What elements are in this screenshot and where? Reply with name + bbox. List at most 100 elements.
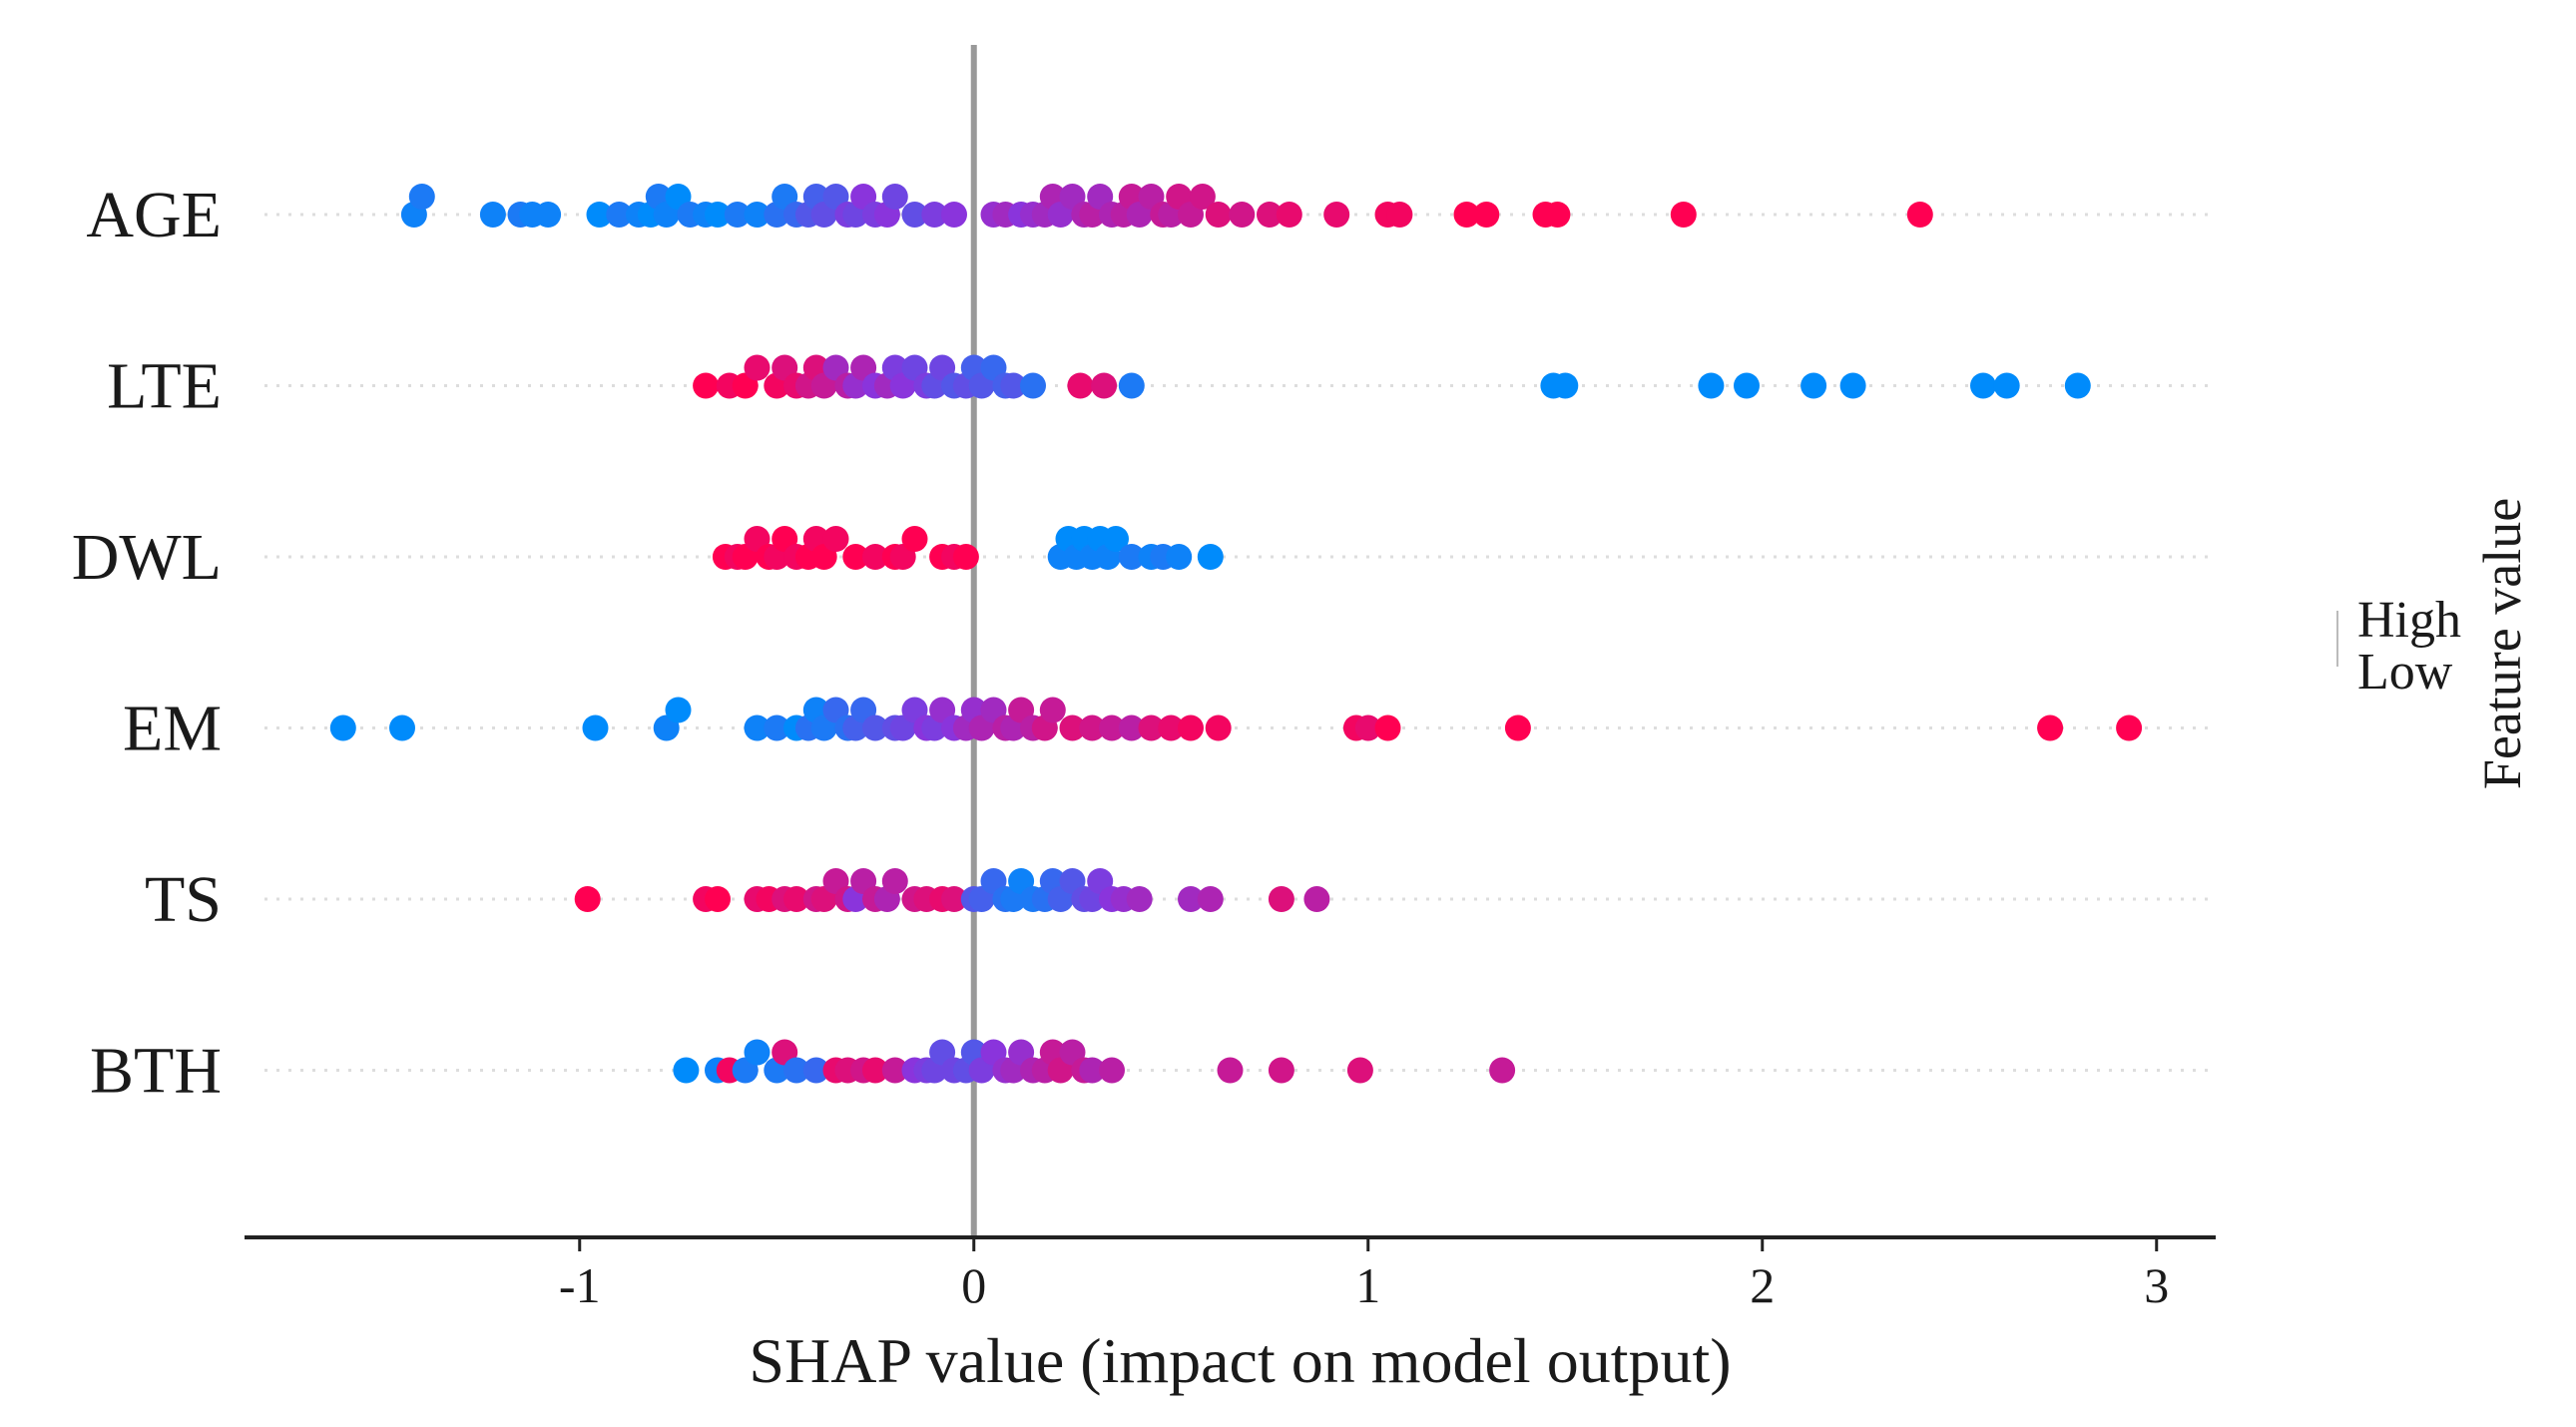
- shap-point-lte: [1801, 372, 1827, 399]
- colorbar-high-label: High: [2357, 592, 2461, 649]
- shap-point-lte: [1839, 372, 1866, 399]
- shap-point-em: [1059, 714, 1086, 741]
- feature-label-em: EM: [123, 693, 222, 765]
- shap-point-ts: [1303, 886, 1330, 912]
- shap-point-ts: [881, 868, 908, 894]
- feature-label-age: AGE: [86, 179, 222, 251]
- shap-point-bth: [881, 1057, 908, 1084]
- shap-point-dwl: [1166, 544, 1193, 570]
- shap-point-age: [1276, 202, 1302, 228]
- shap-point-em: [1504, 714, 1531, 741]
- x-tick-label: 0: [961, 1257, 986, 1313]
- shap-point-age: [535, 202, 562, 228]
- feature-label-lte: LTE: [107, 350, 222, 423]
- x-tick-label: 3: [2144, 1257, 2169, 1313]
- feature-label-ts: TS: [145, 863, 222, 936]
- shap-point-age: [881, 184, 908, 210]
- shap-point-em: [665, 697, 692, 723]
- shap-point-age: [586, 202, 613, 228]
- shap-point-age: [479, 202, 506, 228]
- shap-point-age: [1257, 202, 1283, 228]
- shap-point-age: [941, 202, 967, 228]
- shap-point-em: [1118, 714, 1145, 741]
- shap-point-age: [1453, 202, 1480, 228]
- shap-point-lte: [1734, 372, 1760, 399]
- shap-point-age: [408, 184, 435, 210]
- shap-point-em: [862, 714, 888, 741]
- feature-label-bth: BTH: [90, 1035, 222, 1108]
- shap-point-ts: [1268, 886, 1294, 912]
- shap-point-em: [1138, 714, 1165, 741]
- shap-point-age: [1544, 202, 1571, 228]
- shap-point-age: [901, 202, 928, 228]
- shap-point-bth: [802, 1057, 829, 1084]
- shap-point-ts: [941, 886, 967, 912]
- shap-point-lte: [1698, 372, 1725, 399]
- x-axis-title: SHAP value (impact on model output): [749, 1325, 1731, 1396]
- shap-point-bth: [1268, 1057, 1294, 1084]
- shap-point-dwl: [1103, 526, 1129, 552]
- shap-point-lte: [1091, 372, 1118, 399]
- shap-point-bth: [1217, 1057, 1244, 1084]
- shap-point-ts: [1178, 886, 1204, 912]
- colorbar-low-label: Low: [2357, 644, 2453, 701]
- shap-point-ts: [783, 886, 809, 912]
- x-tick-label: 1: [1355, 1257, 1380, 1313]
- shap-point-em: [2116, 714, 2143, 741]
- shap-point-dwl: [842, 544, 869, 570]
- shap-point-em: [744, 714, 771, 741]
- shap-point-age: [606, 202, 633, 228]
- x-tick-label: 2: [1750, 1257, 1775, 1313]
- shap-point-dwl: [1197, 544, 1224, 570]
- shap-point-lte: [693, 372, 720, 399]
- shap-point-em: [389, 714, 415, 741]
- shap-point-lte: [1552, 372, 1579, 399]
- shap-point-lte: [1118, 372, 1145, 399]
- shap-point-em: [764, 714, 790, 741]
- feature-labels: AGE LTE DWL EM TS BTH: [72, 179, 222, 1108]
- shap-point-bth: [1099, 1057, 1125, 1084]
- shap-point-age: [1323, 202, 1350, 228]
- shap-point-age: [1386, 202, 1413, 228]
- shap-point-ts: [1197, 886, 1224, 912]
- shap-point-em: [1354, 714, 1381, 741]
- x-tick-label: -1: [559, 1257, 601, 1313]
- shap-point-em: [1079, 714, 1106, 741]
- shap-point-ts: [1126, 886, 1153, 912]
- shap-point-age: [921, 202, 948, 228]
- colorbar-title: Feature value: [2472, 498, 2532, 789]
- shap-point-dwl: [1118, 544, 1145, 570]
- shap-point-lte: [1020, 372, 1046, 399]
- shap-point-em: [1099, 714, 1125, 741]
- shap-point-em: [1158, 714, 1185, 741]
- shap-point-em: [1178, 714, 1204, 741]
- shap-point-dwl: [822, 526, 849, 552]
- shap-point-bth: [1489, 1057, 1516, 1084]
- shap-point-lte: [1993, 372, 2020, 399]
- shap-point-age: [1473, 202, 1500, 228]
- shap-point-bth: [783, 1057, 809, 1084]
- shap-point-em: [582, 714, 609, 741]
- shap-points-layer: [329, 184, 2143, 1084]
- shap-point-dwl: [862, 544, 888, 570]
- shap-point-lte: [1000, 372, 1027, 399]
- shap-point-dwl: [952, 544, 979, 570]
- shap-point-bth: [744, 1039, 771, 1066]
- shap-point-age: [705, 202, 731, 228]
- shap-point-age: [744, 202, 771, 228]
- shap-point-bth: [862, 1057, 888, 1084]
- shap-point-lte: [1067, 372, 1094, 399]
- shap-point-lte: [744, 354, 771, 381]
- shap-point-dwl: [901, 526, 928, 552]
- shap-point-em: [1374, 714, 1401, 741]
- shap-point-em: [2037, 714, 2064, 741]
- feature-label-dwl: DWL: [72, 521, 222, 594]
- shap-point-lte: [1970, 372, 1996, 399]
- feature-row-gridlines: [264, 213, 2216, 1072]
- shap-point-bth: [673, 1057, 700, 1084]
- shap-point-ts: [705, 886, 731, 912]
- x-axis-ticks: -1 0 1 2 3: [559, 1237, 2169, 1313]
- shap-point-em: [1205, 714, 1232, 741]
- shap-point-bth: [1346, 1057, 1373, 1084]
